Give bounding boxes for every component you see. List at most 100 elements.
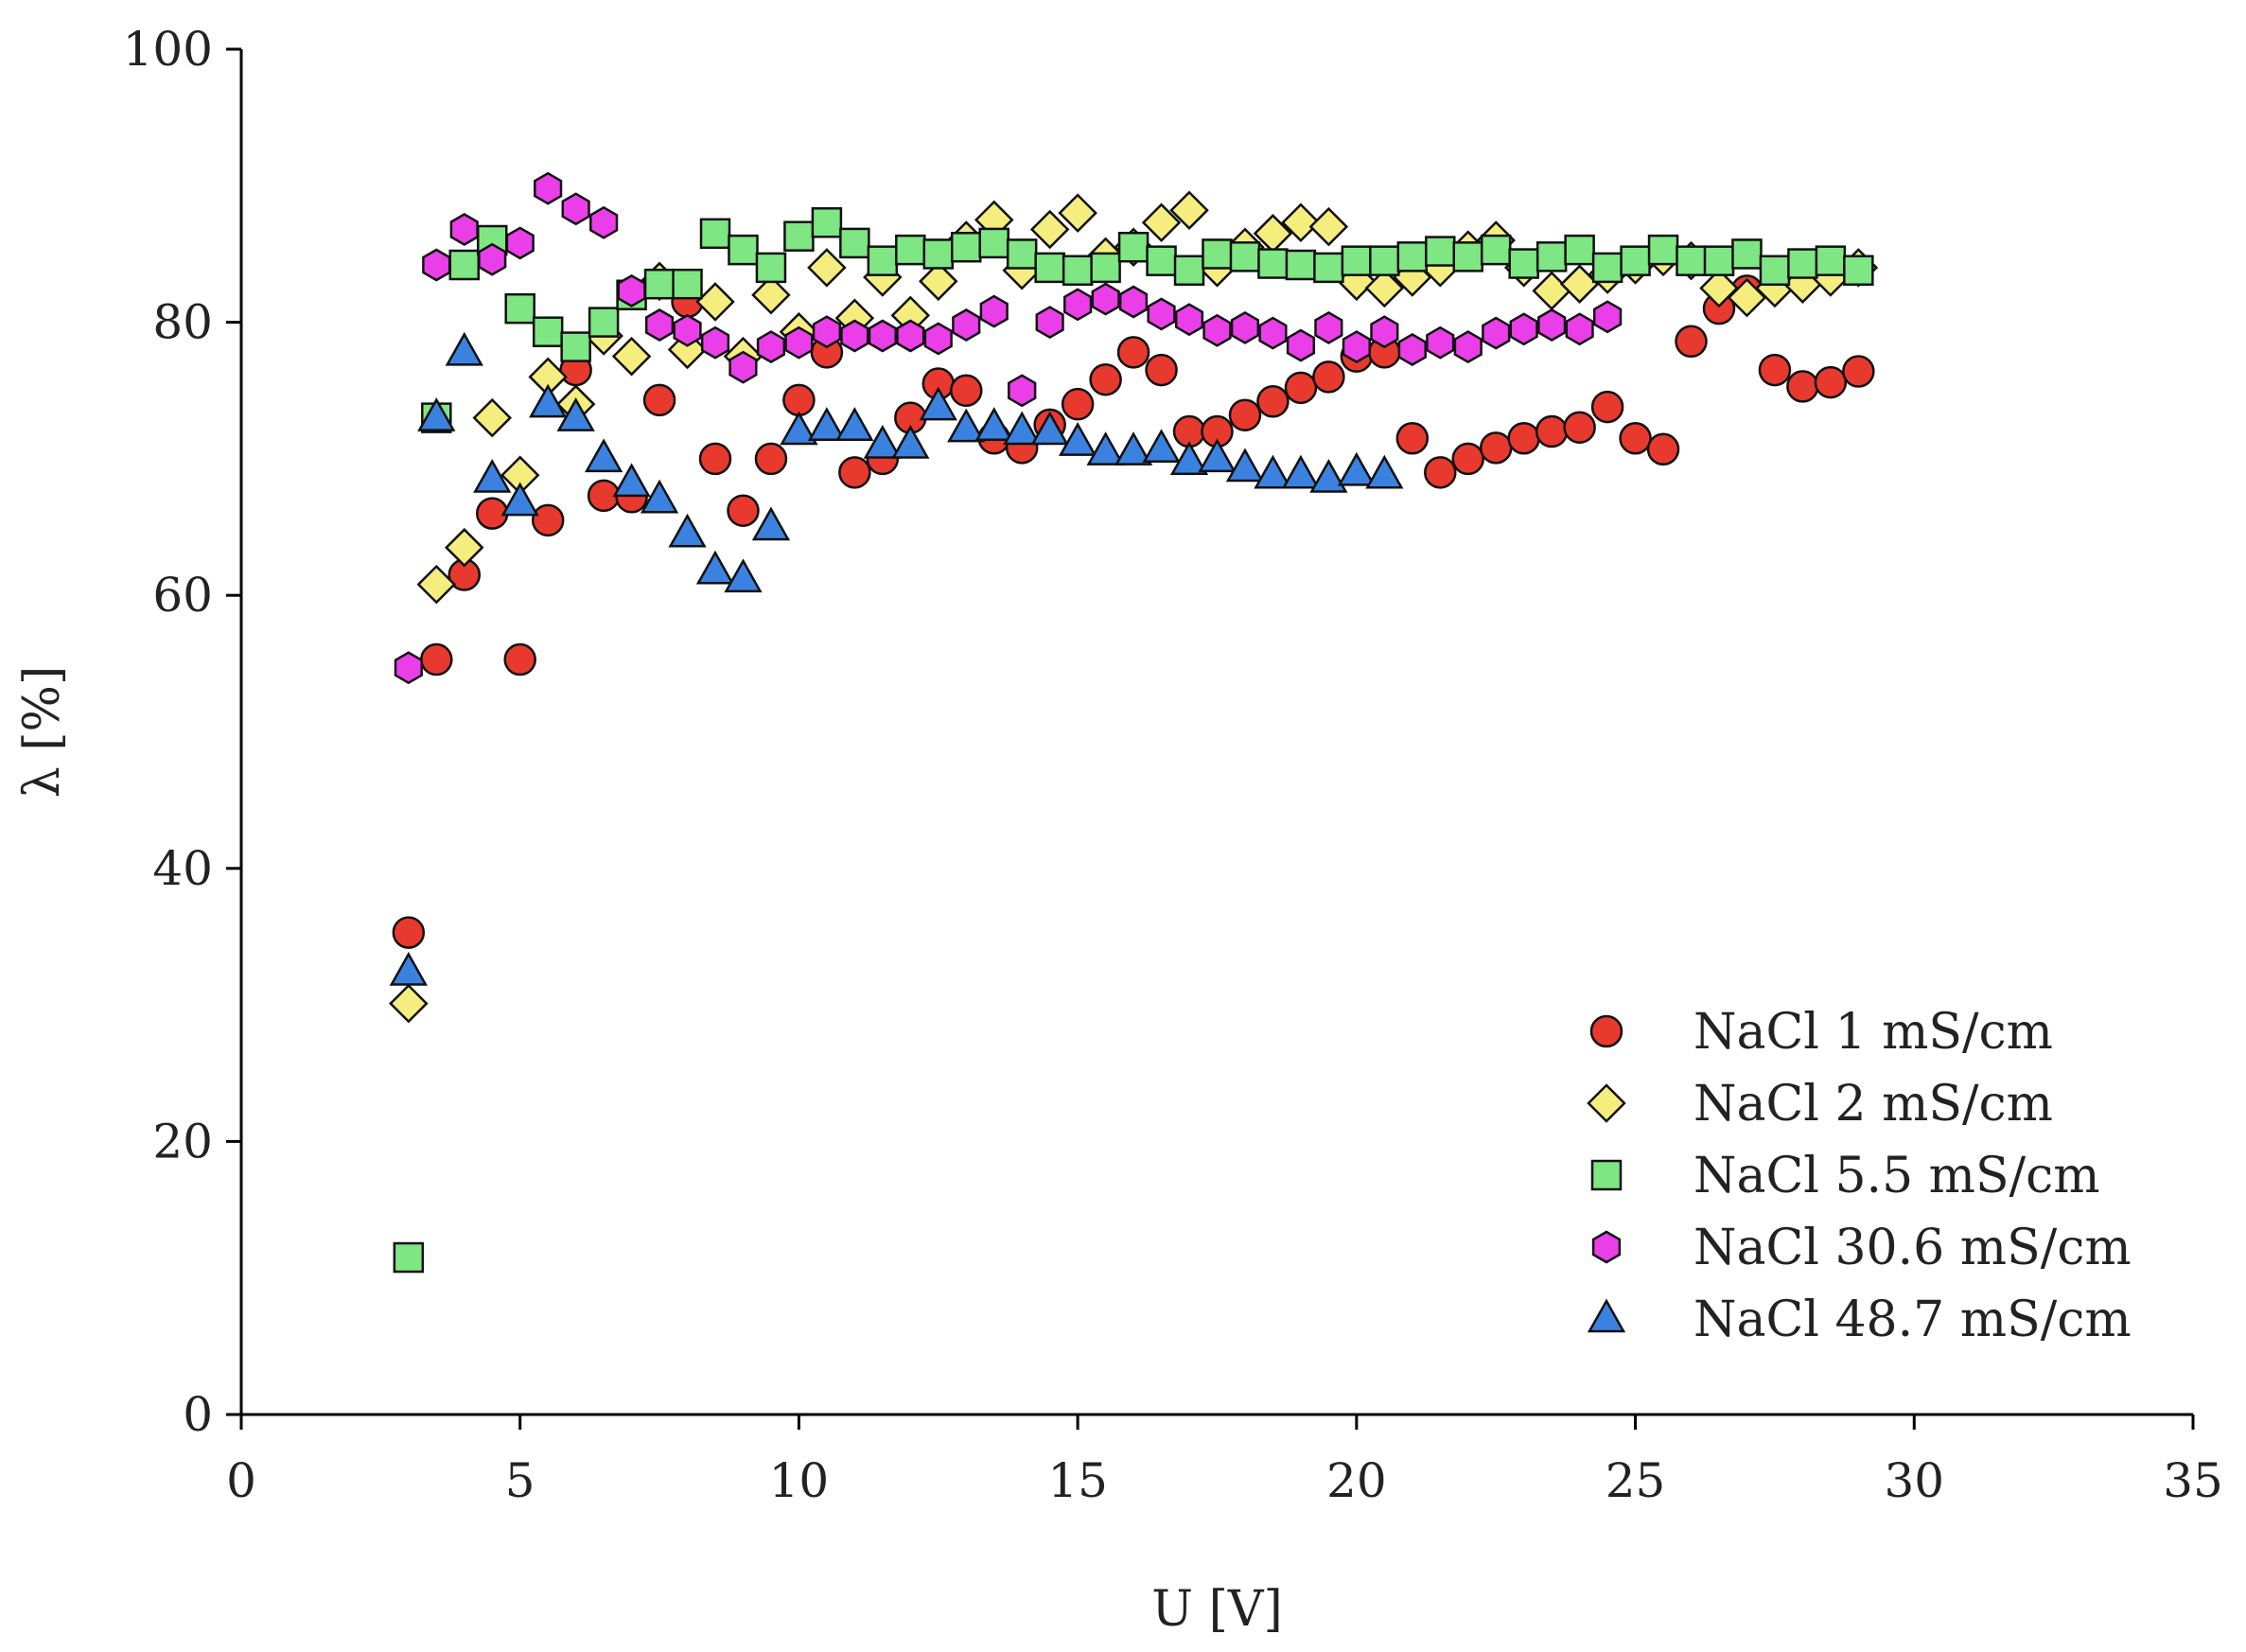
y-tick-label: 40 — [152, 841, 213, 896]
point-diamond — [807, 248, 847, 288]
y-tick-label: 60 — [152, 568, 213, 623]
point-hexagon — [1286, 328, 1316, 362]
point-diamond — [919, 261, 958, 302]
point-hexagon — [756, 330, 786, 364]
point-circle — [1256, 385, 1290, 418]
legend-item: NaCl 48.7 mS/cm — [1587, 1292, 2132, 1348]
point-square — [560, 331, 591, 362]
point-square — [1173, 255, 1205, 287]
point-square — [1676, 245, 1707, 276]
point-circle — [1758, 353, 1792, 387]
series-square — [393, 207, 1874, 1274]
point-circle — [1284, 371, 1318, 405]
x-axis-title: U [V] — [1151, 1581, 1282, 1638]
legend-circle-icon — [1589, 1014, 1623, 1048]
point-circle — [782, 383, 816, 417]
point-circle — [503, 642, 536, 677]
x-tick-label: 0 — [226, 1453, 256, 1508]
point-square — [1062, 255, 1094, 287]
point-square — [1006, 238, 1038, 270]
point-circle — [727, 494, 760, 527]
legend: NaCl 1 mS/cm NaCl 2 mS/cm NaCl 5.5 mS/cm Na… — [1587, 1004, 2132, 1348]
point-square — [1759, 255, 1791, 287]
point-triangle — [835, 407, 874, 441]
point-hexagon — [784, 325, 814, 360]
point-diamond — [751, 274, 791, 315]
legend-label: NaCl 1 mS/cm — [1693, 1004, 2053, 1061]
point-square — [1480, 234, 1512, 266]
point-circle — [838, 456, 871, 489]
point-square — [978, 227, 1009, 259]
point-hexagon — [1314, 310, 1343, 344]
point-triangle — [389, 951, 428, 986]
point-diamond — [416, 564, 457, 605]
point-diamond — [1058, 193, 1097, 233]
point-triangle — [612, 463, 651, 498]
point-triangle — [473, 458, 512, 493]
y-tick-label: 20 — [152, 1114, 213, 1169]
point-circle — [531, 503, 565, 537]
x-tick-label: 35 — [2163, 1453, 2223, 1508]
point-circle — [1590, 390, 1624, 424]
point-circle — [950, 374, 983, 407]
point-square — [1843, 255, 1874, 287]
point-square — [1146, 245, 1177, 276]
point-square — [1647, 234, 1679, 266]
point-triangle — [780, 411, 818, 446]
point-circle — [1424, 456, 1457, 489]
point-diamond — [389, 983, 429, 1024]
point-hexagon — [1370, 315, 1399, 349]
point-square — [1425, 236, 1456, 267]
point-hexagon — [1258, 316, 1288, 350]
legend-square-icon — [1590, 1159, 1623, 1191]
point-square — [393, 1241, 425, 1274]
point-triangle — [751, 506, 791, 541]
point-circle — [642, 383, 676, 417]
point-circle — [1507, 422, 1540, 455]
point-circle — [1675, 325, 1708, 359]
point-circle — [1619, 422, 1652, 455]
point-hexagon — [1174, 303, 1204, 337]
point-square — [1620, 245, 1651, 276]
legend-item: NaCl 5.5 mS/cm — [1590, 1148, 2100, 1204]
point-hexagon — [422, 248, 451, 282]
point-square — [1703, 245, 1735, 276]
point-triangle — [445, 331, 483, 366]
point-hexagon — [394, 651, 423, 685]
point-hexagon — [478, 242, 507, 276]
point-circle — [1814, 365, 1848, 399]
point-triangle — [1254, 454, 1292, 489]
point-hexagon — [1118, 285, 1149, 319]
point-hexagon — [1509, 312, 1538, 346]
point-triangle — [1169, 441, 1209, 476]
point-square — [811, 207, 843, 238]
point-triangle — [1142, 429, 1181, 464]
legend-item: NaCl 2 mS/cm — [1587, 1076, 2053, 1133]
point-hexagon — [617, 273, 646, 308]
legend-triangle-icon — [1587, 1298, 1626, 1333]
point-hexagon — [728, 350, 758, 384]
point-square — [588, 307, 620, 338]
point-triangle — [1114, 431, 1153, 466]
point-square — [1257, 248, 1289, 279]
point-hexagon — [1482, 316, 1511, 350]
legend-item: NaCl 30.6 mS/cm — [1591, 1220, 2132, 1276]
point-square — [922, 238, 955, 270]
point-triangle — [891, 424, 930, 459]
point-square — [1787, 248, 1818, 279]
point-square — [1229, 241, 1261, 272]
point-hexagon — [979, 294, 1009, 328]
point-circle — [1842, 355, 1875, 388]
legend-label: NaCl 30.6 mS/cm — [1693, 1220, 2132, 1276]
point-square — [1564, 234, 1595, 266]
point-hexagon — [1453, 330, 1483, 364]
legend-diamond-icon — [1587, 1083, 1626, 1123]
legend-label: NaCl 2 mS/cm — [1693, 1076, 2053, 1133]
point-circle — [1312, 360, 1345, 394]
point-triangle — [1086, 431, 1125, 466]
y-tick-label: 0 — [183, 1387, 213, 1442]
y-axis-ticks: 0 20 40 60 80 100 — [123, 22, 241, 1442]
point-hexagon — [840, 319, 869, 353]
point-hexagon — [923, 322, 953, 356]
point-circle — [420, 642, 453, 677]
